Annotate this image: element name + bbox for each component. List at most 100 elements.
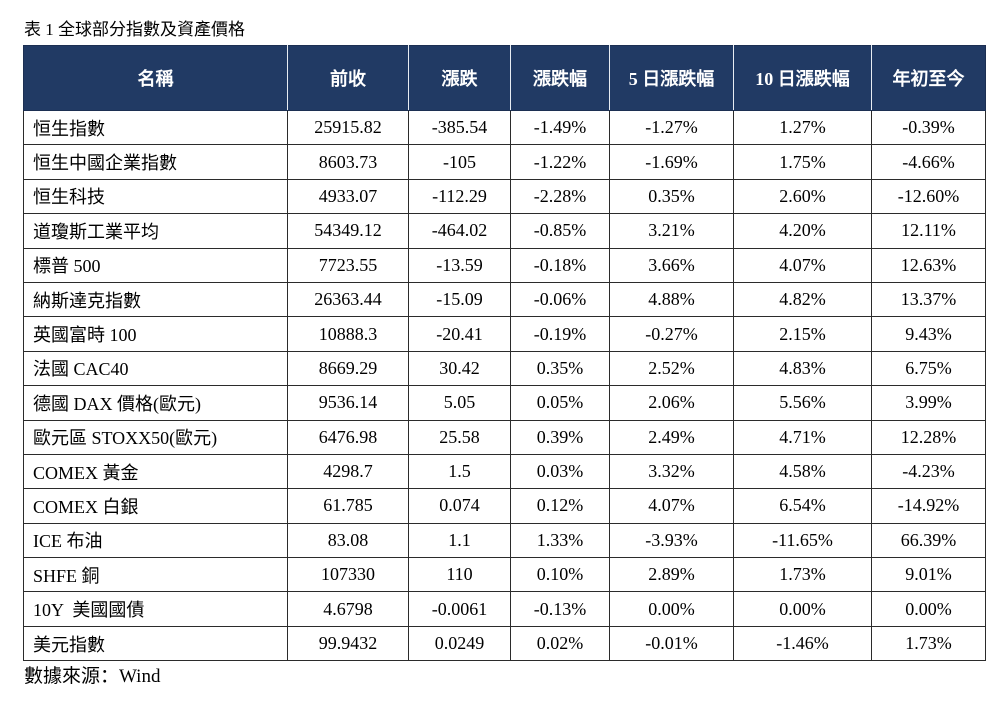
cell-change-pct: -0.18% xyxy=(510,247,610,283)
cell-change: -105 xyxy=(408,144,511,180)
cell-5d-change-pct: -3.93% xyxy=(609,522,734,559)
cell-name: 恒生科技 xyxy=(23,178,288,215)
cell-name: SHFE 銅 xyxy=(23,557,288,593)
cell-ytd: -12.60% xyxy=(871,178,986,215)
cell-change-pct: -1.49% xyxy=(510,109,610,146)
cell-change-pct: -0.06% xyxy=(510,281,610,318)
cell-change-pct: 0.03% xyxy=(510,453,610,490)
cell-ytd: 12.11% xyxy=(871,213,986,249)
cell-prev-close: 10888.3 xyxy=(287,316,409,352)
table-row: 恒生中國企業指數 8603.73 -105 -1.22% -1.69% 1.75% -4.6… xyxy=(23,144,986,180)
source-note: 數據來源：Wind xyxy=(24,666,161,687)
table-row: SHFE 銅 107330 110 0.10% 2.89% 1.73% 9.01% xyxy=(23,557,986,593)
column-header-ytd: 年初至今 xyxy=(871,45,986,111)
cell-5d-change-pct: 4.07% xyxy=(609,488,734,524)
cell-prev-close: 25915.82 xyxy=(287,109,409,146)
cell-change-pct: 0.05% xyxy=(510,385,610,421)
cell-change-pct: 1.33% xyxy=(510,522,610,559)
cell-10d-change-pct: 1.73% xyxy=(733,557,872,593)
cell-change: 25.58 xyxy=(408,419,511,455)
cell-change: 110 xyxy=(408,557,511,593)
cell-ytd: 0.00% xyxy=(871,591,986,627)
cell-5d-change-pct: -0.27% xyxy=(609,316,734,352)
cell-change: -0.0061 xyxy=(408,591,511,627)
table-row: 英國富時 100 10888.3 -20.41 -0.19% -0.27% 2.15% 9.… xyxy=(23,316,986,352)
table-body: 恒生指數 25915.82 -385.54 -1.49% -1.27% 1.27% -0.3… xyxy=(23,109,986,662)
cell-name: 恒生中國企業指數 xyxy=(23,144,288,180)
cell-change: 5.05 xyxy=(408,385,511,421)
cell-prev-close: 4933.07 xyxy=(287,178,409,215)
column-header-5d-change-pct: 5 日漲跌幅 xyxy=(609,45,734,111)
cell-10d-change-pct: 4.07% xyxy=(733,247,872,283)
column-header-name: 名稱 xyxy=(23,45,288,111)
cell-change-pct: -2.28% xyxy=(510,178,610,215)
cell-5d-change-pct: 3.32% xyxy=(609,453,734,490)
cell-10d-change-pct: 4.82% xyxy=(733,281,872,318)
cell-5d-change-pct: 2.06% xyxy=(609,385,734,421)
table-row: 道瓊斯工業平均 54349.12 -464.02 -0.85% 3.21% 4.20% 12… xyxy=(23,213,986,249)
table-row: ICE 布油 83.08 1.1 1.33% -3.93% -11.65% 66.39% xyxy=(23,522,986,559)
cell-10d-change-pct: 1.27% xyxy=(733,109,872,146)
cell-change-pct: -0.19% xyxy=(510,316,610,352)
cell-name: 納斯達克指數 xyxy=(23,281,288,318)
cell-5d-change-pct: 2.49% xyxy=(609,419,734,455)
table-row: 歐元區 STOXX50(歐元) 6476.98 25.58 0.39% 2.49% 4.7… xyxy=(23,419,986,455)
cell-ytd: 1.73% xyxy=(871,625,986,662)
cell-5d-change-pct: 2.52% xyxy=(609,350,734,387)
cell-prev-close: 54349.12 xyxy=(287,213,409,249)
table-row: 10Y 美國國債 4.6798 -0.0061 -0.13% 0.00% 0.00% 0.0… xyxy=(23,591,986,627)
cell-change-pct: 0.35% xyxy=(510,350,610,387)
cell-ytd: -4.66% xyxy=(871,144,986,180)
cell-change: 30.42 xyxy=(408,350,511,387)
cell-prev-close: 4.6798 xyxy=(287,591,409,627)
table-row: COMEX 白銀 61.785 0.074 0.12% 4.07% 6.54% -14.92… xyxy=(23,488,986,524)
cell-prev-close: 61.785 xyxy=(287,488,409,524)
cell-5d-change-pct: 2.89% xyxy=(609,557,734,593)
table-row: 納斯達克指數 26363.44 -15.09 -0.06% 4.88% 4.82% 13.3… xyxy=(23,281,986,318)
cell-change: -13.59 xyxy=(408,247,511,283)
cell-10d-change-pct: 5.56% xyxy=(733,385,872,421)
header-row: 名稱 前收 漲跌 漲跌幅 5 日漲跌幅 10 日漲跌幅 年初至今 xyxy=(23,45,986,111)
cell-ytd: 12.28% xyxy=(871,419,986,455)
column-header-change-pct: 漲跌幅 xyxy=(510,45,610,111)
cell-change-pct: -0.85% xyxy=(510,213,610,249)
cell-name: COMEX 白銀 xyxy=(23,488,288,524)
cell-prev-close: 107330 xyxy=(287,557,409,593)
cell-prev-close: 83.08 xyxy=(287,522,409,559)
cell-name: 恒生指數 xyxy=(23,109,288,146)
table-caption: 表 1 全球部分指數及資產價格 xyxy=(24,20,245,39)
cell-name: 10Y 美國國債 xyxy=(23,591,288,627)
table-row: 恒生科技 4933.07 -112.29 -2.28% 0.35% 2.60% -12.60… xyxy=(23,178,986,215)
cell-change: -464.02 xyxy=(408,213,511,249)
asset-price-table: 名稱 前收 漲跌 漲跌幅 5 日漲跌幅 10 日漲跌幅 年初至今 恒生指數 25915.82-… xyxy=(23,45,986,662)
cell-5d-change-pct: 0.00% xyxy=(609,591,734,627)
cell-change: -385.54 xyxy=(408,109,511,146)
cell-change: 0.0249 xyxy=(408,625,511,662)
cell-name: 美元指數 xyxy=(23,625,288,662)
table-header: 名稱 前收 漲跌 漲跌幅 5 日漲跌幅 10 日漲跌幅 年初至今 xyxy=(23,45,986,111)
cell-10d-change-pct: 4.58% xyxy=(733,453,872,490)
column-header-10d-change-pct: 10 日漲跌幅 xyxy=(733,45,872,111)
cell-ytd: 3.99% xyxy=(871,385,986,421)
cell-5d-change-pct: -0.01% xyxy=(609,625,734,662)
cell-prev-close: 4298.7 xyxy=(287,453,409,490)
table-row: 德國 DAX 價格(歐元) 9536.14 5.05 0.05% 2.06% 5.56% 3… xyxy=(23,385,986,421)
cell-name: 道瓊斯工業平均 xyxy=(23,213,288,249)
cell-ytd: 9.01% xyxy=(871,557,986,593)
cell-10d-change-pct: 4.71% xyxy=(733,419,872,455)
cell-name: 歐元區 STOXX50(歐元) xyxy=(23,419,288,455)
cell-change: -15.09 xyxy=(408,281,511,318)
cell-5d-change-pct: -1.69% xyxy=(609,144,734,180)
cell-10d-change-pct: 2.60% xyxy=(733,178,872,215)
cell-name: 英國富時 100 xyxy=(23,316,288,352)
cell-name: ICE 布油 xyxy=(23,522,288,559)
cell-prev-close: 99.9432 xyxy=(287,625,409,662)
cell-change-pct: -0.13% xyxy=(510,591,610,627)
cell-name: 法國 CAC40 xyxy=(23,350,288,387)
cell-prev-close: 8603.73 xyxy=(287,144,409,180)
cell-change: -20.41 xyxy=(408,316,511,352)
table-row: 標普 500 7723.55 -13.59 -0.18% 3.66% 4.07% 12.63… xyxy=(23,247,986,283)
table-row: COMEX 黃金 4298.7 1.5 0.03% 3.32% 4.58% -4.23% xyxy=(23,453,986,490)
cell-10d-change-pct: 0.00% xyxy=(733,591,872,627)
cell-change-pct: 0.12% xyxy=(510,488,610,524)
